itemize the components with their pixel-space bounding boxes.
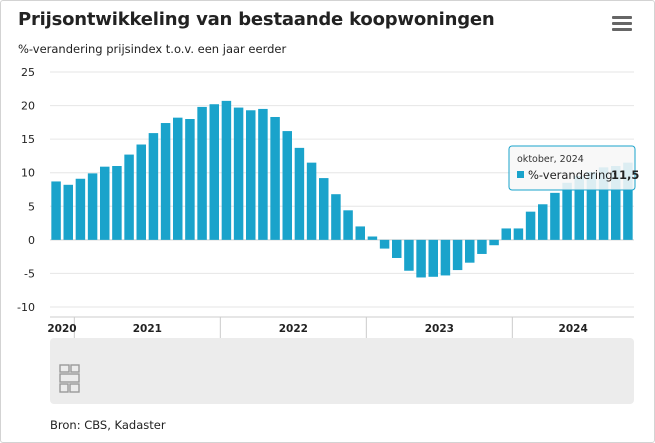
- bar: [136, 144, 146, 240]
- chart-subtitle: %-verandering prijsindex t.o.v. een jaar…: [18, 42, 287, 56]
- bar: [100, 166, 110, 240]
- bar: [623, 162, 633, 240]
- y-tick-label: 0: [28, 234, 35, 247]
- bar: [562, 182, 572, 240]
- cbs-logo-block: [70, 364, 80, 373]
- chart-title: Prijsontwikkeling van bestaande koopwoni…: [18, 9, 495, 30]
- year-label: 2024: [559, 323, 588, 335]
- bar: [489, 239, 499, 246]
- bar: [221, 100, 232, 240]
- bar-series: [51, 100, 633, 278]
- y-tick-label: 15: [21, 133, 35, 146]
- menu-line: [612, 28, 632, 31]
- tooltip-value: 11,5: [611, 168, 639, 182]
- bar: [379, 239, 390, 249]
- cbs-logo-block: [69, 383, 80, 393]
- bar: [258, 108, 268, 240]
- bar: [586, 172, 597, 240]
- bar: [148, 133, 159, 240]
- hamburger-menu-icon[interactable]: [612, 16, 632, 36]
- bar: [185, 119, 195, 240]
- tooltip-series-marker: [517, 171, 524, 178]
- bar: [124, 154, 134, 240]
- bar: [574, 176, 584, 240]
- bar: [392, 239, 402, 258]
- bar: [452, 239, 463, 271]
- bar: [501, 228, 511, 240]
- bar: [51, 181, 61, 240]
- bar: [270, 116, 280, 240]
- bar: [440, 239, 451, 276]
- bar: [87, 173, 98, 240]
- y-tick-label: 5: [28, 200, 35, 213]
- tooltip: oktober, 2024 %-verandering: 11,5: [508, 145, 639, 191]
- bar: [331, 194, 341, 240]
- cbs-logo-block: [59, 364, 70, 373]
- y-tick-label: -5: [24, 267, 35, 280]
- x-axis: 2020 2021 2022 2023 2024: [47, 316, 634, 339]
- menu-line: [612, 22, 632, 25]
- bar: [319, 178, 329, 240]
- bar: [477, 239, 487, 254]
- bar: [160, 123, 171, 240]
- bar: [538, 204, 548, 240]
- source-credit: Bron: CBS, Kadaster: [50, 418, 166, 432]
- year-label: 2020: [47, 323, 76, 335]
- bar: [63, 184, 73, 240]
- bar: [598, 167, 609, 240]
- bar: [343, 210, 353, 240]
- cbs-logo-block: [59, 373, 80, 383]
- bar: [112, 166, 122, 240]
- year-label: 2021: [133, 323, 162, 335]
- bar: [404, 239, 414, 271]
- bar: [525, 211, 536, 240]
- bar: [246, 110, 256, 240]
- year-label: 2023: [425, 323, 454, 335]
- tooltip-series-label: %-verandering:: [528, 168, 616, 182]
- tooltip-header: oktober, 2024: [517, 154, 584, 165]
- y-axis: -10 -5 0 5 10 15 20 25: [17, 66, 35, 314]
- y-tick-label: -10: [17, 301, 35, 314]
- bar: [465, 239, 475, 263]
- bar: [306, 162, 317, 240]
- bar: [513, 228, 524, 240]
- range-navigator[interactable]: [50, 338, 634, 404]
- bar: [367, 236, 378, 240]
- y-tick-label: 25: [21, 66, 35, 79]
- bar: [294, 147, 305, 240]
- bar: [416, 239, 426, 278]
- bar: [209, 104, 219, 240]
- y-tick-label: 10: [21, 167, 35, 180]
- bar: [173, 117, 183, 240]
- bar: [355, 226, 365, 240]
- cbs-logo-block: [59, 383, 69, 393]
- bar: [75, 178, 86, 240]
- y-tick-label: 20: [21, 100, 35, 113]
- bar: [233, 107, 244, 240]
- bar: [611, 166, 621, 240]
- bar: [282, 131, 292, 240]
- menu-line: [612, 16, 632, 19]
- bar: [197, 106, 207, 240]
- tooltip-box: [508, 145, 636, 191]
- bar: [428, 239, 438, 277]
- cbs-logo-icon: [59, 364, 80, 393]
- year-label: 2022: [279, 323, 308, 335]
- bar: [550, 192, 560, 240]
- navigator-area: [50, 338, 634, 404]
